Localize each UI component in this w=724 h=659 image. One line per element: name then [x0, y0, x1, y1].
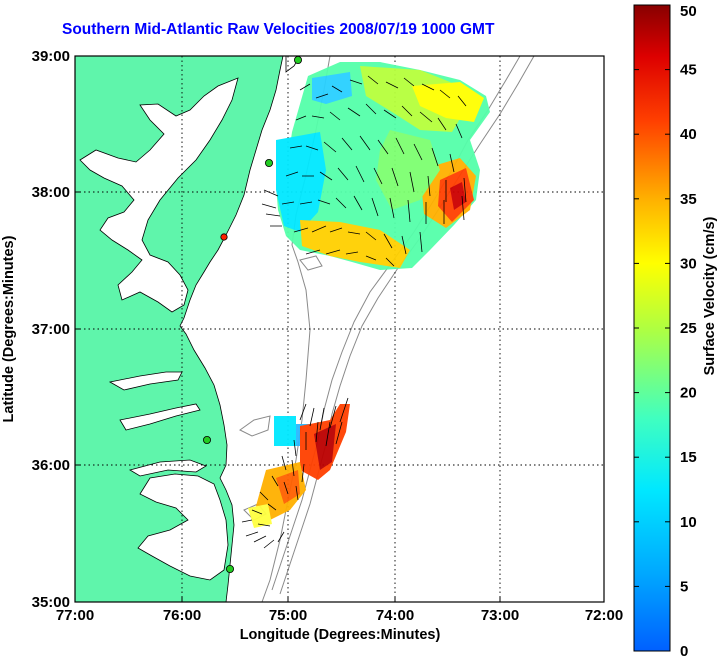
radar-stations: [202, 56, 302, 574]
station-marker-inactive: [220, 233, 228, 241]
colorbar-gradient: [633, 4, 671, 652]
colorbar-tick-label: 30: [680, 255, 697, 272]
velocity-vectors-south: [241, 397, 349, 549]
station-marker: [202, 435, 211, 444]
colorbar-label: Surface Velocity (cm/s): [702, 216, 718, 375]
velocity-field-south: [248, 404, 350, 528]
y-tick-label: 37:00: [32, 321, 70, 338]
y-tick-label: 35:00: [32, 594, 70, 611]
y-tick-labels: 39:00 38:00 37:00 36:00 35:00: [32, 48, 70, 611]
colorbar-tick-label: 25: [680, 320, 697, 337]
x-tick-label: 72:00: [585, 607, 623, 624]
y-tick-label: 38:00: [32, 184, 70, 201]
y-tick-label: 39:00: [32, 48, 70, 65]
x-tick-label: 75:00: [269, 607, 307, 624]
x-tick-labels: 77:00 76:00 75:00 74:00 73:00 72:00: [56, 607, 623, 624]
colorbar-tick-label: 15: [680, 449, 697, 466]
station-marker: [293, 56, 302, 65]
y-axis-label: Latitude (Degrees:Minutes): [1, 235, 17, 422]
x-tick-label: 74:00: [376, 607, 414, 624]
pamlico-sound: [137, 473, 229, 581]
colorbar-ticks: 0 5 10 15 20 25 30 35 40 45 50: [634, 3, 697, 659]
x-tick-label: 77:00: [56, 607, 94, 624]
colorbar-tick-label: 0: [680, 643, 688, 659]
colorbar: 0 5 10 15 20 25 30 35 40 45 50 Surface Velocity (c…: [633, 3, 718, 659]
albemarle-sound: [128, 459, 207, 477]
x-axis-label: Longitude (Degrees:Minutes): [240, 627, 441, 643]
y-tick-label: 36:00: [32, 457, 70, 474]
chesapeake-bay: [79, 77, 239, 313]
colorbar-tick-label: 45: [680, 62, 697, 79]
river-inlet: [119, 403, 201, 431]
axis-ticks: [74, 55, 605, 603]
colorbar-tick-label: 10: [680, 514, 697, 531]
x-tick-label: 76:00: [163, 607, 201, 624]
velocity-vectors-north: [261, 75, 467, 267]
map-title: Southern Mid-Atlantic Raw Velocities 200…: [62, 21, 495, 38]
river-inlet-2: [108, 371, 183, 391]
colorbar-tick-label: 5: [680, 578, 688, 595]
colorbar-tick-label: 40: [680, 126, 697, 143]
x-tick-label: 73:00: [481, 607, 519, 624]
colorbar-tick-label: 50: [680, 3, 697, 20]
colorbar-tick-label: 20: [680, 385, 697, 402]
station-marker: [225, 565, 234, 574]
station-marker: [264, 158, 273, 167]
colorbar-tick-label: 35: [680, 191, 697, 208]
